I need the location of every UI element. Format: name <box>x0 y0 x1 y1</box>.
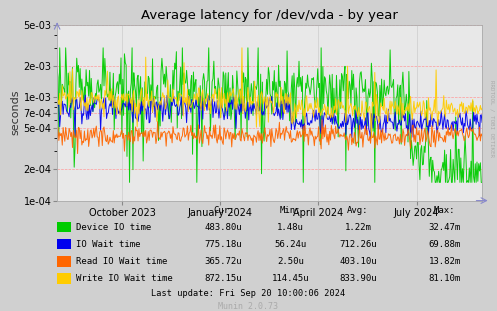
Title: Average latency for /dev/vda - by year: Average latency for /dev/vda - by year <box>141 9 398 22</box>
Text: 833.90u: 833.90u <box>339 274 377 283</box>
Text: 114.45u: 114.45u <box>272 274 310 283</box>
Text: 872.15u: 872.15u <box>205 274 243 283</box>
Text: Device IO time: Device IO time <box>76 223 151 231</box>
Text: 81.10m: 81.10m <box>429 274 461 283</box>
Y-axis label: seconds: seconds <box>11 90 21 136</box>
Text: 69.88m: 69.88m <box>429 240 461 248</box>
Text: 56.24u: 56.24u <box>275 240 307 248</box>
Text: 13.82m: 13.82m <box>429 257 461 266</box>
Text: Read IO Wait time: Read IO Wait time <box>76 257 167 266</box>
Text: 483.80u: 483.80u <box>205 223 243 231</box>
Text: Cur:: Cur: <box>213 206 235 215</box>
Text: Write IO Wait time: Write IO Wait time <box>76 274 173 283</box>
Text: Munin 2.0.73: Munin 2.0.73 <box>219 301 278 310</box>
Text: 712.26u: 712.26u <box>339 240 377 248</box>
Text: 1.22m: 1.22m <box>344 223 371 231</box>
Text: IO Wait time: IO Wait time <box>76 240 141 248</box>
Text: Min:: Min: <box>280 206 302 215</box>
Text: Avg:: Avg: <box>347 206 369 215</box>
Text: 32.47m: 32.47m <box>429 223 461 231</box>
Text: Max:: Max: <box>434 206 456 215</box>
Text: RRDTOOL / TOBI OETIKER: RRDTOOL / TOBI OETIKER <box>490 80 495 157</box>
Text: Last update: Fri Sep 20 10:00:06 2024: Last update: Fri Sep 20 10:00:06 2024 <box>152 289 345 298</box>
Text: 775.18u: 775.18u <box>205 240 243 248</box>
Text: 403.10u: 403.10u <box>339 257 377 266</box>
Text: 2.50u: 2.50u <box>277 257 304 266</box>
Text: 365.72u: 365.72u <box>205 257 243 266</box>
Text: 1.48u: 1.48u <box>277 223 304 231</box>
